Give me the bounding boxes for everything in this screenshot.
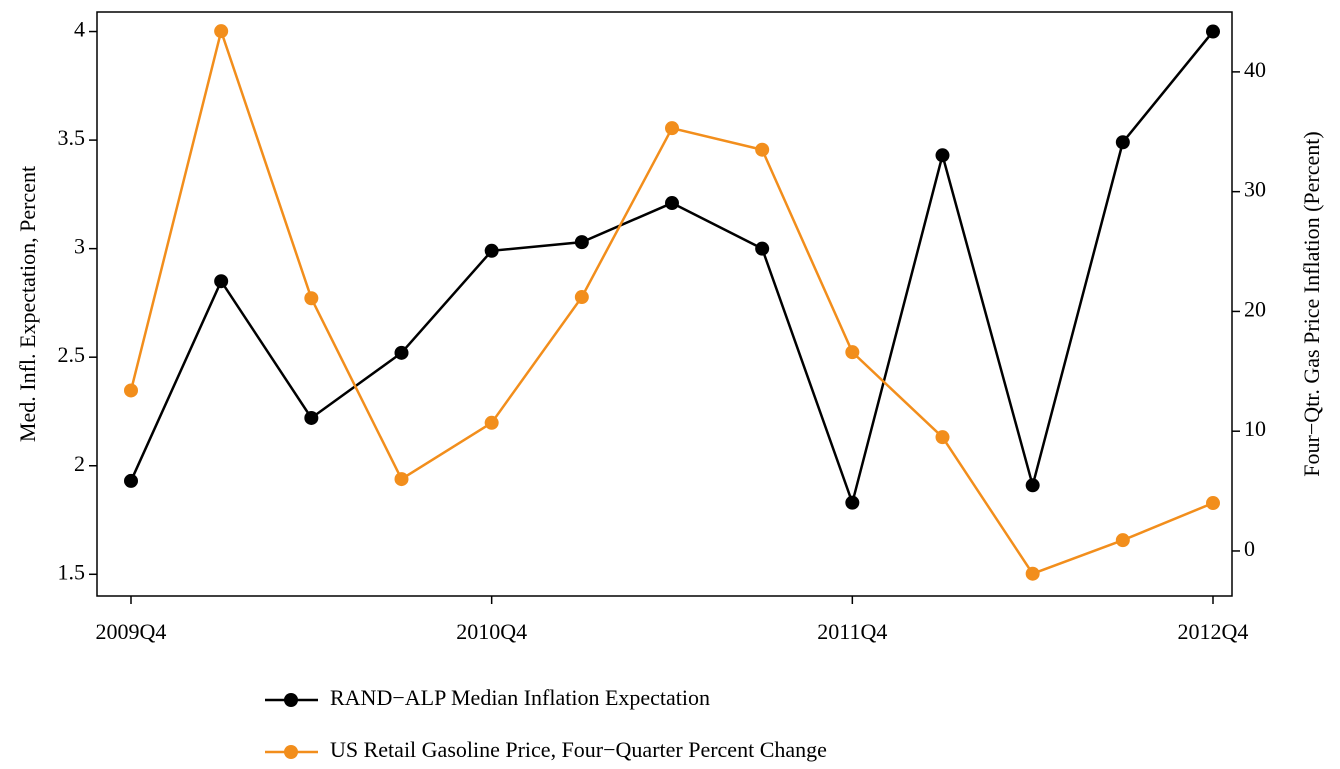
data-point [755, 142, 770, 157]
data-point [484, 415, 499, 430]
y2-axis-title: Four−Qtr. Gas Price Inflation (Percent) [1299, 131, 1324, 476]
x-tick-label: 2011Q4 [817, 619, 887, 644]
data-point [665, 196, 679, 211]
legend-label: US Retail Gasoline Price, Four−Quarter P… [330, 737, 827, 762]
y2-tick-label: 0 [1244, 536, 1255, 561]
y-tick-label: 2.5 [58, 342, 86, 367]
plot-frame [96, 11, 1233, 597]
data-point [304, 410, 319, 425]
data-point [214, 24, 229, 39]
data-point [484, 243, 499, 258]
x-tick-label: 2012Q4 [1178, 619, 1249, 644]
data-point [304, 291, 319, 306]
data-point [214, 274, 229, 289]
y2-tick-label: 40 [1244, 57, 1266, 82]
data-point [755, 241, 770, 256]
data-point [845, 495, 860, 510]
data-point [124, 473, 138, 488]
y-tick-label: 4 [74, 17, 85, 42]
data-point [665, 121, 679, 136]
y-tick-label: 3.5 [58, 125, 86, 150]
data-point [845, 345, 860, 360]
data-point [1025, 478, 1040, 493]
y2-tick-label: 20 [1244, 296, 1266, 321]
x-tick-label: 2010Q4 [456, 619, 527, 644]
data-point [574, 235, 589, 250]
legend-label: RAND−ALP Median Inflation Expectation [330, 685, 710, 710]
legend-marker [284, 745, 298, 759]
data-point [1115, 533, 1130, 548]
data-point [124, 383, 138, 398]
y-tick-label: 2 [74, 451, 85, 476]
data-point [394, 345, 409, 360]
y2-tick-label: 10 [1244, 416, 1266, 441]
data-point [935, 430, 950, 445]
data-point [394, 472, 409, 487]
series-line [129, 26, 1214, 576]
y-tick-label: 1.5 [58, 559, 86, 584]
x-tick-label: 2009Q4 [96, 619, 167, 644]
y-axis-title: Med. Infl. Expectation, Percent [15, 166, 40, 442]
data-point [1206, 24, 1220, 39]
series-line [129, 30, 1214, 507]
data-point [574, 290, 589, 305]
data-point [1206, 496, 1220, 511]
data-point [1025, 566, 1040, 581]
legend-marker [284, 693, 298, 707]
y-tick-label: 3 [74, 234, 85, 259]
data-point [1115, 135, 1130, 150]
data-point [935, 148, 950, 163]
y2-tick-label: 30 [1244, 177, 1266, 202]
